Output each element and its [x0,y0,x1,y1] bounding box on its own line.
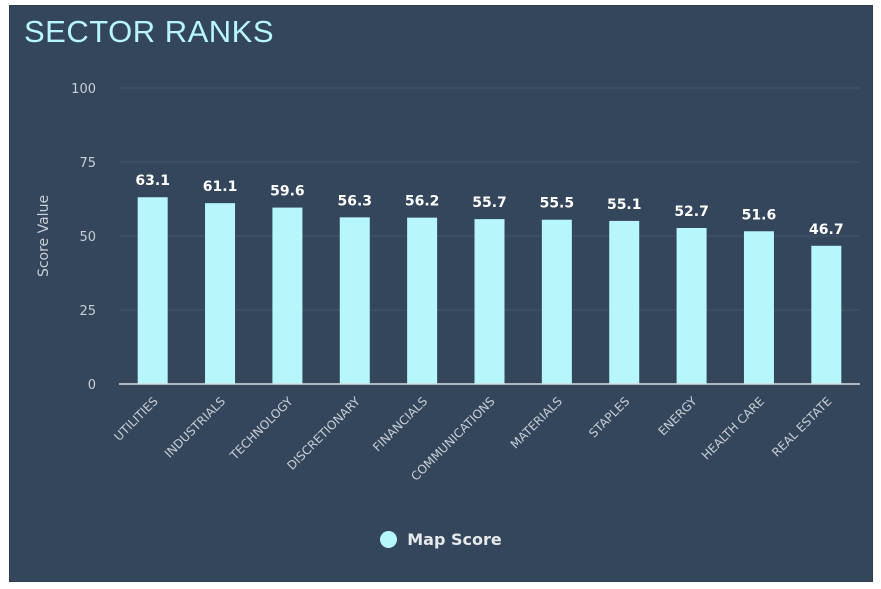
x-tick-label: INDUSTRIALS [162,394,228,460]
data-label: 51.6 [742,207,777,223]
data-label: 59.6 [270,184,305,200]
bar [339,217,370,384]
x-tick-label: ENERGY [656,394,701,439]
bar [743,231,774,384]
data-label: 56.3 [337,193,372,209]
legend-label: Map Score [407,530,502,549]
data-label: 55.5 [540,196,575,212]
y-tick-label: 25 [79,304,96,319]
legend-marker-icon [380,531,398,548]
bar [205,203,236,384]
x-tick-label: REAL ESTATE [769,394,834,459]
x-tick-label: TECHNOLOGY [227,394,296,463]
y-tick-label: 50 [79,230,96,245]
bar [474,219,505,384]
bar [137,197,168,384]
data-label: 63.1 [135,173,170,189]
x-tick-label: FINANCIALS [370,394,430,454]
legend[interactable]: Map Score [10,530,872,549]
data-label: 52.7 [674,204,709,220]
data-label: 61.1 [203,179,238,195]
y-tick-label: 75 [79,156,96,171]
bar [407,217,438,384]
bar-chart: 0 25 50 75 100 Score Value 63.1 UTILITIES 61.1 IN… [36,82,860,484]
y-tick-label: 0 [88,378,96,393]
bar [811,245,842,384]
chart-panel: SECTOR RANKS 0 25 50 75 100 Score Value 63.1 UT… [9,5,873,582]
bar [272,207,303,384]
x-tick-label: MATERIALS [508,394,565,451]
data-label: 55.1 [607,197,642,213]
x-tick-label: STAPLES [586,394,632,440]
y-tick-label: 100 [71,82,96,97]
x-tick-label: UTILITIES [111,394,160,443]
bar [609,220,640,384]
y-axis-title: Score Value [36,195,52,277]
x-tick-label: HEALTH CARE [699,394,767,462]
data-label: 55.7 [472,195,507,211]
x-tick-label: DISCRETIONARY [284,394,363,473]
data-label: 46.7 [809,222,844,238]
data-label: 56.2 [405,194,440,210]
chart-title: SECTOR RANKS [24,14,275,49]
bar [676,228,707,384]
bar [541,219,572,384]
